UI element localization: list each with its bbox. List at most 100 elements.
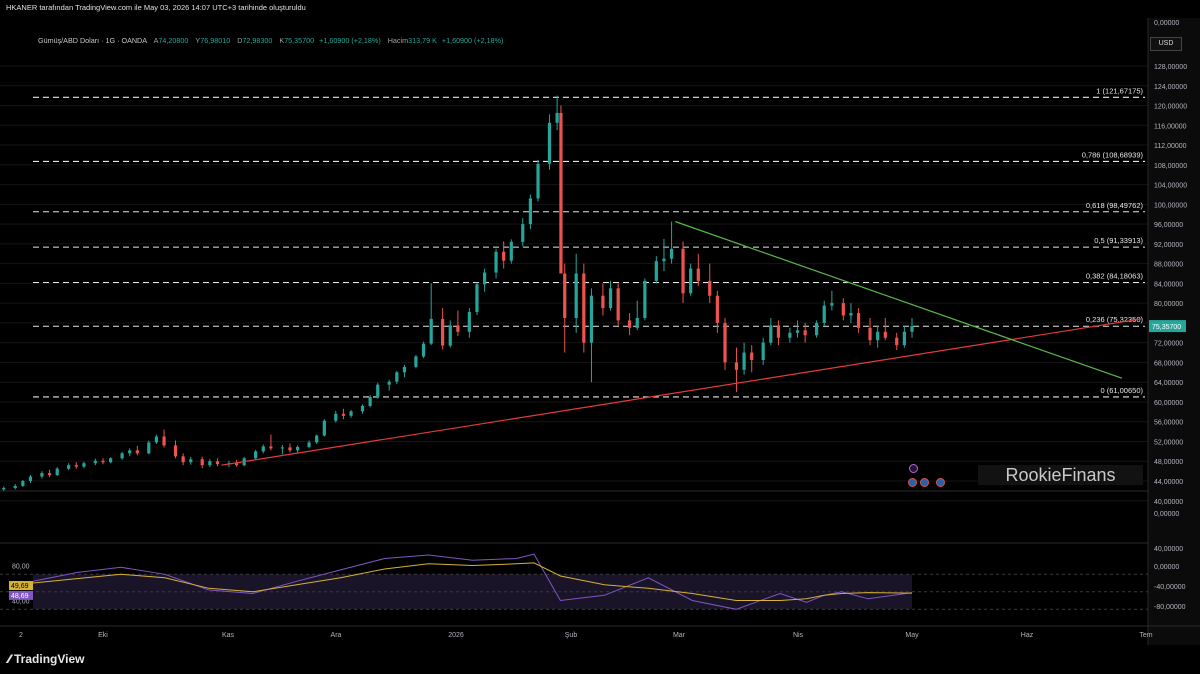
candle-body <box>200 459 204 466</box>
close-label: K <box>279 36 285 45</box>
rsi-value: 48,69 <box>11 593 29 600</box>
candle-body <box>803 330 807 336</box>
candle-body <box>101 460 105 463</box>
time-axis[interactable]: 2 Eki Kas Ara 2026 Şub Mar Nis May Haz Tem <box>19 632 1153 639</box>
candle-body <box>769 325 773 343</box>
event-flag-icon[interactable] <box>936 478 945 487</box>
candle-body <box>368 397 372 406</box>
price-tick-label: 68,00000 <box>1154 360 1183 367</box>
candle-body <box>307 442 311 447</box>
candle-body <box>902 331 906 346</box>
candle-body <box>559 112 563 274</box>
candle-body <box>2 487 6 490</box>
candle-body <box>483 272 487 285</box>
rsi-panel[interactable]: 80,00 40,00 49,69 48,69 40,00000 0,00000 -40,0… <box>0 546 1186 611</box>
price-tick-label: 56,00000 <box>1154 420 1183 427</box>
price-axis[interactable]: 128,00000 124,00000 120,00000 116,00000 112,… <box>1149 20 1187 518</box>
grid <box>0 18 1200 645</box>
rsi-value-tag <box>9 590 33 600</box>
candle-body <box>181 456 185 463</box>
candle-body <box>494 251 498 273</box>
rsi-right-tick-label: 0,00000 <box>1154 564 1179 571</box>
fibonacci-retracement[interactable]: 1 (121,67175) 0,786 (108,68939) 0,618 (98,… <box>33 86 1145 398</box>
low-label: D <box>237 36 243 45</box>
time-tick-label: Ara <box>331 632 342 639</box>
time-tick-label: Nis <box>793 632 804 639</box>
candle-body <box>601 295 605 309</box>
candle-body <box>761 342 765 360</box>
candle-body <box>269 446 273 449</box>
trendlines[interactable] <box>221 221 1142 466</box>
time-tick-label: Mar <box>673 632 686 639</box>
candle-body <box>776 325 781 338</box>
candle-body <box>93 460 97 464</box>
resistance-trendline <box>675 221 1123 379</box>
price-tick-label: 88,00000 <box>1154 262 1183 269</box>
price-tick-label: 60,00000 <box>1154 400 1183 407</box>
candle-body <box>547 122 552 164</box>
candle-body <box>681 248 685 294</box>
candle-body <box>288 447 292 451</box>
candle-body <box>563 273 567 318</box>
candle-body <box>147 442 151 454</box>
candle-body <box>574 273 578 318</box>
candle-body <box>723 322 727 363</box>
currency-button[interactable]: USD <box>1150 37 1182 51</box>
fib-level-label: 0,786 (108,68939) <box>1082 150 1144 159</box>
rsi-tick-label: 40,00 <box>12 599 30 606</box>
candle-body <box>40 473 44 477</box>
candle-body <box>47 473 52 476</box>
candle-body <box>441 318 445 346</box>
candle-body <box>788 332 792 338</box>
candle-body <box>521 224 525 242</box>
candle-body <box>456 325 460 332</box>
event-flag-icon[interactable] <box>908 478 917 487</box>
time-tick-label: Eki <box>98 632 108 639</box>
candle-body <box>135 450 139 454</box>
candle-body <box>120 453 124 459</box>
volume-change: +1,60900 (+2,18%) <box>441 36 504 45</box>
tradingview-logo-icon: ⁄⁄ <box>8 652 11 666</box>
author-watermark: RookieFinans <box>978 465 1143 485</box>
candle-body <box>502 251 506 261</box>
time-tick-label: Haz <box>1021 632 1034 639</box>
current-price-label: 75,35700 <box>1152 324 1181 331</box>
candle-body <box>856 313 861 328</box>
candle-body <box>349 411 353 416</box>
candle-body <box>662 258 666 262</box>
time-tick-label: Kas <box>222 632 235 639</box>
candle-body <box>261 446 265 452</box>
price-tick-label: 80,00000 <box>1154 301 1183 308</box>
price-tick-label: 64,00000 <box>1154 380 1183 387</box>
rsi-line <box>32 553 913 610</box>
volume-value: 313,79 K <box>408 36 437 45</box>
candle-body <box>189 459 193 463</box>
top-bar: HKANER tarafından TradingView.com ile Ma… <box>0 0 1200 18</box>
candle-body <box>208 461 212 466</box>
candle-body <box>13 485 17 488</box>
candle-body <box>654 261 658 281</box>
high-label: Y <box>195 36 201 45</box>
volume-label: Hacim <box>387 36 409 45</box>
rsi-ma-value: 49,69 <box>11 583 29 590</box>
symbol-name[interactable]: Gümüş/ABD Doları · 1G · OANDA <box>38 36 147 45</box>
candle-body <box>509 241 513 261</box>
candle-body <box>448 325 452 346</box>
candle-body <box>628 320 632 328</box>
candle-body <box>528 198 532 225</box>
open-label: A <box>153 36 159 45</box>
tradingview-logo[interactable]: ⁄⁄ TradingView <box>8 652 84 666</box>
candle-body <box>582 273 586 343</box>
event-flag-icon[interactable] <box>920 478 929 487</box>
candle-body <box>822 305 826 323</box>
candle-body <box>589 295 594 343</box>
candle-body <box>841 303 845 316</box>
candle-body <box>402 366 407 373</box>
lightning-event-icon[interactable] <box>909 464 918 473</box>
fib-level-label: 1 (121,67175) <box>1096 86 1143 95</box>
price-tick-label: 0,00000 <box>1154 20 1179 27</box>
price-tick-label: 96,00000 <box>1154 222 1183 229</box>
candle-body <box>67 465 71 469</box>
candle-body <box>715 295 719 323</box>
